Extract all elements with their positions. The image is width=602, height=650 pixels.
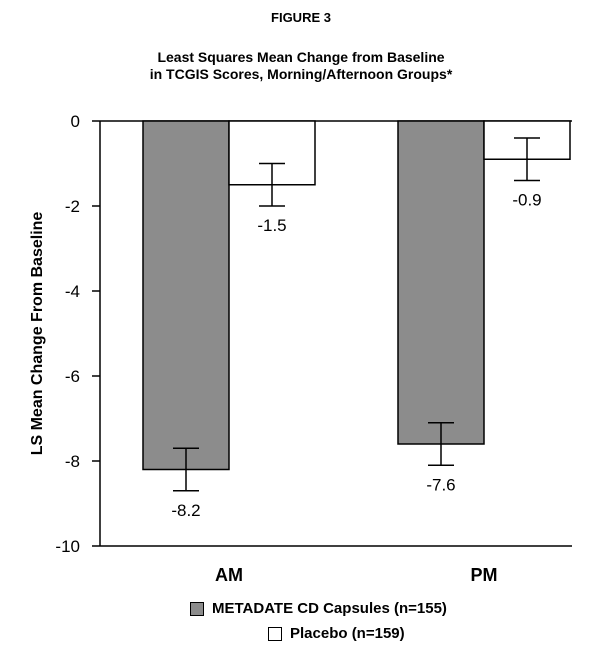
y-axis-label: LS Mean Change From Baseline <box>29 212 46 456</box>
y-tick-label: -2 <box>65 197 80 216</box>
y-tick-label: -10 <box>55 537 80 556</box>
data-label: -8.2 <box>171 501 200 520</box>
legend-item-placebo: Placebo (n=159) <box>268 625 405 642</box>
y-tick-label: -6 <box>65 367 80 386</box>
x-tick-label-am: AM <box>215 565 243 585</box>
legend-swatch-metadate <box>190 601 204 616</box>
figure-label: FIGURE 3 <box>271 10 331 25</box>
data-label: -0.9 <box>512 191 541 210</box>
legend-item-metadate: METADATE CD Capsules (n=155) <box>190 600 447 617</box>
chart-title-line-2: in TCGIS Scores, Morning/Afternoon Group… <box>149 66 453 82</box>
legend-swatch-placebo <box>268 626 282 641</box>
legend-label-placebo: Placebo (n=159) <box>290 625 405 642</box>
bar-chart: 0 -2 -4 -6 -8 -10 LS Mean Change From Baseline… <box>29 112 572 585</box>
bar-metadate-am <box>142 120 230 471</box>
y-tick-label: 0 <box>71 112 80 131</box>
y-tick-label: -8 <box>65 452 80 471</box>
chart-title-line-1: Least Squares Mean Change from Baseline <box>157 49 445 65</box>
data-label: -1.5 <box>257 216 286 235</box>
bar-metadate-pm <box>397 120 485 445</box>
x-tick-label-pm: PM <box>471 565 498 585</box>
y-tick-label: -4 <box>65 282 80 301</box>
data-label: -7.6 <box>426 475 455 494</box>
legend-label-metadate: METADATE CD Capsules (n=155) <box>212 600 447 617</box>
